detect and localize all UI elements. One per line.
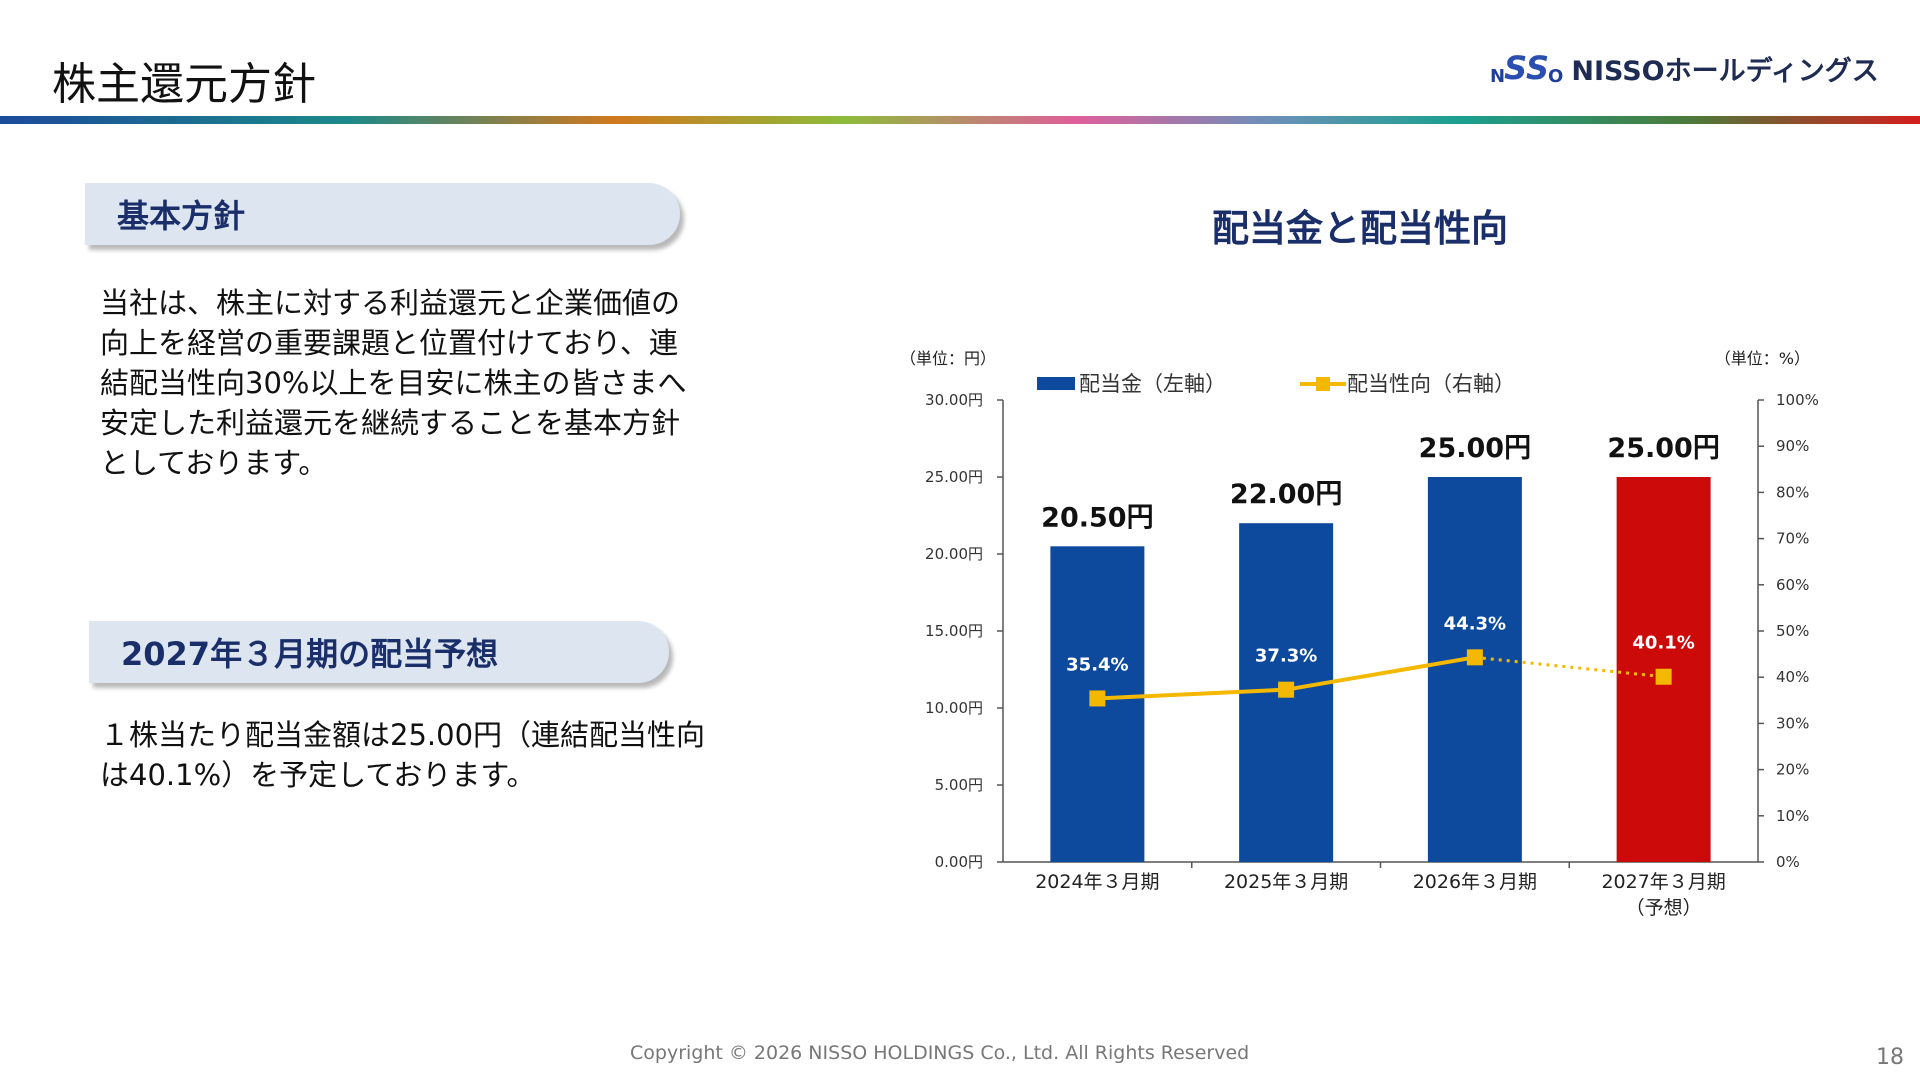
right-tick-label: 80% — [1776, 483, 1809, 501]
forecast-text: １株当たり配当金額は25.00円（連結配当性向 は40.1%）を予定しております… — [100, 715, 780, 795]
x-category-label: 2026年３月期 — [1413, 871, 1537, 893]
payout-marker — [1655, 668, 1672, 685]
forecast-line: は40.1%）を予定しております。 — [100, 758, 536, 792]
right-tick-label: 100% — [1776, 391, 1819, 409]
payout-value-label: 40.1% — [1632, 633, 1694, 654]
left-tick-label: 20.00円 — [925, 545, 983, 563]
chart-title: 配当金と配当性向 — [1212, 207, 1508, 250]
logo-mark: N SS O — [1490, 49, 1564, 87]
x-category-label: 2027年３月期 — [1601, 871, 1725, 893]
right-tick-label: 10% — [1776, 807, 1809, 825]
policy-line: 安定した利益還元を継続することを基本方針 — [100, 406, 681, 440]
legend-bar-label: 配当金（左軸） — [1079, 372, 1226, 396]
payout-line-segment — [1285, 655, 1476, 692]
right-tick-label: 50% — [1776, 622, 1809, 640]
copyright: Copyright © 2026 NISSO HOLDINGS Co., Ltd… — [630, 1042, 1250, 1064]
forecast-line: １株当たり配当金額は25.00円（連結配当性向 — [100, 718, 706, 752]
left-tick-label: 30.00円 — [925, 391, 983, 409]
left-tick-label: 15.00円 — [925, 622, 983, 640]
legend-line-marker — [1316, 377, 1330, 391]
legend-line-label: 配当性向（右軸） — [1347, 372, 1515, 396]
dividend-value-label: 25.00円 — [1607, 433, 1719, 464]
policy-line: 結配当性向30%以上を目安に株主の皆さまへ — [100, 366, 687, 400]
company-logo: N SS O NISSOホールディングス — [1490, 48, 1879, 88]
payout-line-segment — [1097, 687, 1287, 701]
right-axis-unit: （単位：%） — [1715, 349, 1810, 368]
page-title: 株主還元方針 — [52, 59, 316, 110]
x-category-label: 2025年３月期 — [1224, 871, 1348, 893]
payout-value-label: 37.3% — [1255, 646, 1317, 667]
dividend-value-label: 20.50円 — [1041, 502, 1153, 533]
logo-text: NISSOホールディングス — [1571, 55, 1879, 87]
payout-marker — [1089, 690, 1106, 707]
payout-marker — [1466, 649, 1483, 666]
dividend-bar — [1427, 477, 1522, 862]
right-tick-label: 40% — [1776, 668, 1809, 686]
payout-value-label: 35.4% — [1066, 654, 1128, 675]
dividend-value-label: 22.00円 — [1230, 479, 1342, 510]
right-tick-label: 60% — [1776, 576, 1809, 594]
left-tick-label: 25.00円 — [925, 468, 983, 486]
policy-text: 当社は、株主に対する利益還元と企業価値の 向上を経営の重要課題と位置付けており、… — [100, 283, 750, 483]
left-tick-label: 10.00円 — [925, 699, 983, 717]
page-number: 18 — [1876, 1045, 1904, 1070]
right-tick-label: 0% — [1776, 853, 1800, 871]
header-divider — [0, 116, 1920, 124]
payout-marker — [1278, 681, 1295, 698]
left-tick-label: 0.00円 — [935, 853, 983, 871]
legend-bar-swatch — [1037, 377, 1075, 390]
right-tick-label: 90% — [1776, 437, 1809, 455]
section-heading-policy: 基本方針 — [85, 183, 680, 245]
right-tick-label: 70% — [1776, 530, 1809, 548]
policy-line: としております。 — [100, 446, 328, 480]
right-tick-label: 20% — [1776, 761, 1809, 779]
section-heading-forecast: 2027年３月期の配当予想 — [89, 621, 669, 683]
payout-value-label: 44.3% — [1444, 613, 1506, 634]
dividend-value-label: 25.00円 — [1419, 433, 1531, 464]
x-category-label: （予想） — [1626, 897, 1702, 919]
left-axis-unit: （単位：円） — [900, 349, 996, 368]
right-tick-label: 30% — [1776, 714, 1809, 732]
x-category-label: 2024年３月期 — [1035, 871, 1159, 893]
policy-line: 当社は、株主に対する利益還元と企業価値の — [100, 286, 681, 320]
policy-line: 向上を経営の重要課題と位置付けており、連 — [100, 326, 678, 360]
dividend-chart: 0.00円 5.00円 10.00円 15.00円 20.00円 25.00円 30.00円… — [900, 349, 1819, 919]
left-tick-label: 5.00円 — [935, 776, 983, 794]
